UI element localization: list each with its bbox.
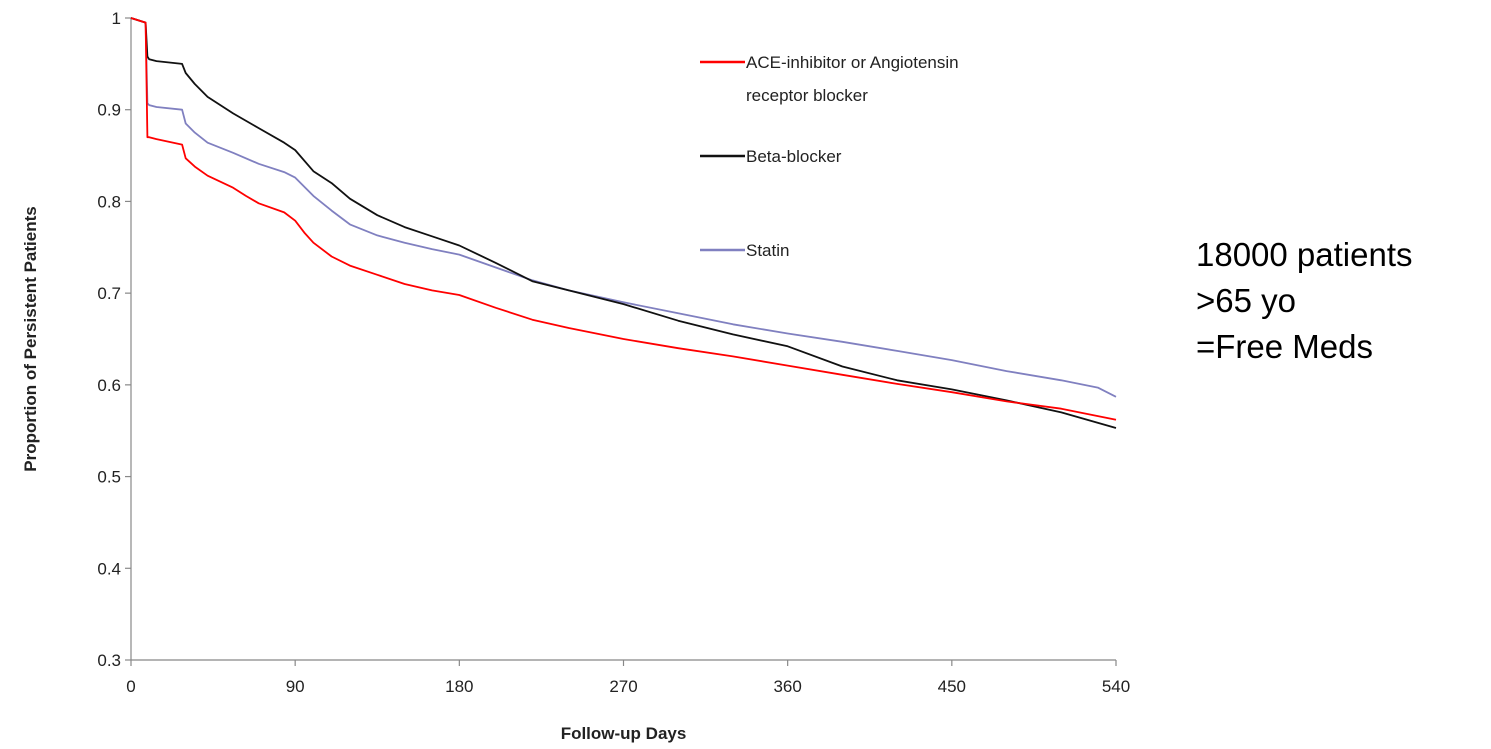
y-tick-label: 0.5 [97,468,121,487]
x-tick-label: 360 [773,677,801,696]
x-axis: 0 90 180 270 360 450 540 [126,659,1130,696]
y-tick-label: 0.4 [97,559,121,578]
x-tick-label: 90 [286,677,305,696]
series-lines [130,17,1117,429]
series-line-1 [130,17,1117,429]
y-tick-label: 0.6 [97,376,121,395]
y-axis-title: Proportion of Persistent Patients [21,206,40,471]
legend-label-0: receptor blocker [746,86,868,105]
x-tick-label: 270 [609,677,637,696]
annotation-line-patients: 18000 patients [1196,236,1413,273]
y-tick-label: 0.9 [97,101,121,120]
series-line-2 [130,17,1117,398]
x-axis-title: Follow-up Days [561,724,687,743]
legend-label-2: Statin [746,241,789,260]
y-tick-label: 1 [112,9,121,28]
y-axis: 0.3 0.4 0.5 0.6 0.7 0.8 0.9 1 [97,9,132,670]
y-tick-label: 0.3 [97,651,121,670]
legend: ACE-inhibitor or Angiotensin receptor blo… [700,53,959,260]
annotation-line-meds: =Free Meds [1196,328,1373,365]
x-tick-label: 540 [1102,677,1130,696]
legend-label-1: Beta-blocker [746,147,842,166]
series-line-0 [130,17,1117,421]
annotation-note: 18000 patients >65 yo =Free Meds [1196,232,1413,370]
legend-label-0: ACE-inhibitor or Angiotensin [746,53,959,72]
y-tick-label: 0.8 [97,192,121,211]
x-tick-label: 450 [938,677,966,696]
annotation-line-age: >65 yo [1196,282,1296,319]
x-tick-label: 180 [445,677,473,696]
x-tick-label: 0 [126,677,135,696]
y-tick-label: 0.7 [97,284,121,303]
